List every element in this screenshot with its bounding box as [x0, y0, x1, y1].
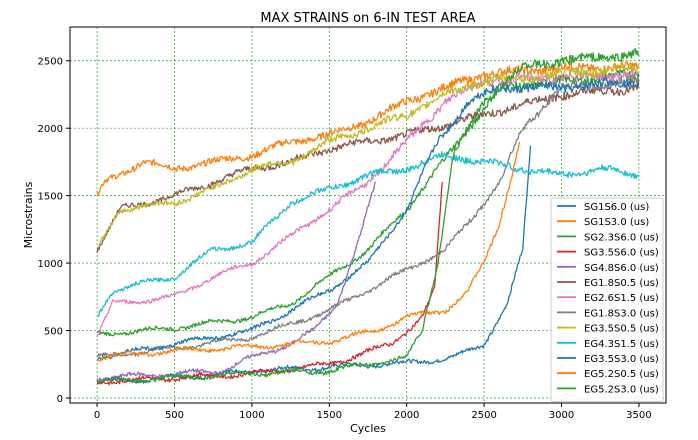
y-tick-label: 2500 — [38, 57, 63, 68]
legend-label: SG3.5S6.0 (us) — [584, 248, 659, 259]
series-lines — [96, 48, 640, 386]
legend-label: SG2.3S6.0 (us) — [584, 232, 659, 243]
x-tick-label: 1500 — [317, 410, 342, 421]
legend-label: EG4.3S1.5 (us) — [584, 339, 659, 350]
series-line — [96, 141, 521, 362]
x-tick-label: 2500 — [471, 410, 496, 421]
series-line — [97, 48, 640, 385]
series-line — [96, 151, 640, 317]
x-tick-label: 1000 — [239, 410, 264, 421]
legend-label: EG2.6S1.5 (us) — [584, 293, 659, 304]
x-tick-label: 500 — [165, 410, 184, 421]
series-line — [96, 63, 640, 249]
legend-label: EG5.2S3.0 (us) — [584, 384, 659, 395]
series-line — [96, 77, 640, 361]
x-tick-label: 3500 — [626, 410, 651, 421]
axis-ticks: 0 500 1000 1500 2000 2500 3000 3500 0 500 1000 1500… — [38, 57, 652, 421]
y-tick-label: 500 — [44, 327, 63, 338]
chart-title: MAX STRAINS on 6-IN TEST AREA — [260, 11, 475, 26]
legend-label: EG1.8S3.0 (us) — [584, 308, 659, 319]
x-tick-label: 2000 — [394, 410, 419, 421]
x-axis-label: Cycles — [350, 422, 386, 435]
legend-label: SG1S6.0 (us) — [584, 202, 649, 213]
series-line — [96, 181, 377, 382]
legend-label: EG5.2S0.5 (us) — [584, 369, 659, 380]
series-line — [96, 76, 640, 358]
legend-label: EG3.5S0.5 (us) — [584, 324, 659, 335]
legend-box — [550, 197, 664, 403]
series-line — [96, 60, 640, 196]
x-tick-label: 0 — [94, 410, 100, 421]
y-tick-label: 2000 — [38, 124, 63, 135]
y-axis-label: Microstrains — [22, 181, 35, 248]
series-line — [96, 69, 640, 337]
legend: SG1S6.0 (us) SG1S3.0 (us) SG2.3S6.0 (us) SG… — [550, 197, 664, 403]
y-tick-label: 1000 — [38, 259, 63, 270]
series-line — [96, 182, 443, 386]
legend-label: SG1S3.0 (us) — [584, 217, 649, 228]
legend-label: EG1.8S0.5 (us) — [584, 278, 659, 289]
plot-frame — [69, 26, 667, 404]
y-tick-label: 1500 — [38, 192, 63, 203]
x-tick-label: 3000 — [549, 410, 574, 421]
y-tick-label: 0 — [57, 394, 63, 405]
legend-label: SG4.8S6.0 (us) — [584, 263, 659, 274]
legend-label: EG3.5S3.0 (us) — [584, 354, 659, 365]
